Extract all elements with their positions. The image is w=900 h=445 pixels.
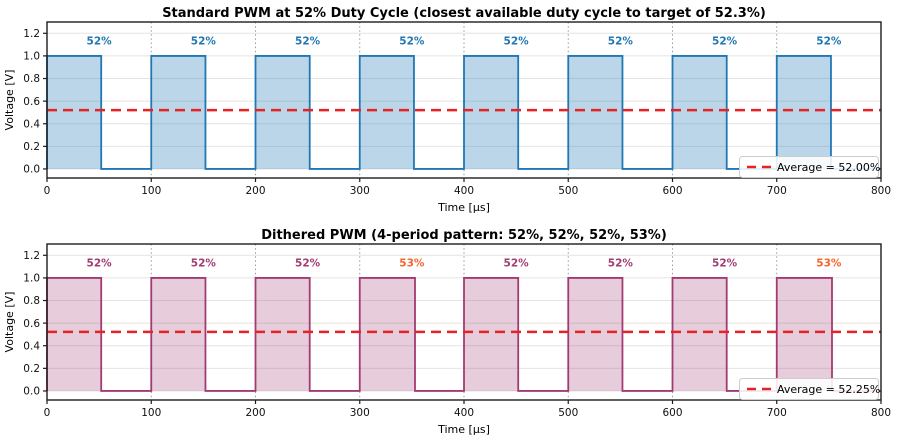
y-tick-label: 0.8 [23, 73, 40, 85]
x-axis-label: Time [µs] [437, 423, 490, 436]
legend-label: Average = 52.25% [777, 383, 880, 396]
duty-cycle-label: 52% [87, 36, 113, 48]
legend-box [739, 156, 879, 178]
dithered-pwm-chart: 52% 52% 52% 53% 52% 52% 52% 53% 0 100 200 300 400 500… [3, 228, 891, 436]
standard-pwm-chart: 52% 52% 52% 52% 52% 52% 52% 52% 0 100 200 300 400 500… [3, 6, 891, 214]
duty-cycle-label: 52% [191, 36, 217, 48]
x-tick-label: 500 [558, 407, 578, 419]
x-tick-label: 200 [245, 185, 265, 197]
x-tick-label: 800 [871, 185, 891, 197]
x-axis-label: Time [µs] [437, 201, 490, 214]
x-tick-label: 500 [558, 185, 578, 197]
y-tick-label: 0.0 [23, 386, 40, 398]
y-tick-label: 0.4 [23, 340, 40, 352]
x-tick-label: 0 [44, 407, 51, 419]
pwm-waveform [46, 277, 881, 392]
duty-cycle-label: 52% [87, 258, 113, 270]
chart-title: Dithered PWM (4-period pattern: 52%, 52%… [261, 228, 667, 243]
duty-cycle-label: 52% [816, 36, 842, 48]
y-tick-label: 0.0 [23, 164, 40, 176]
y-tick-label: 0.4 [23, 118, 40, 130]
duty-cycle-label: 52% [608, 258, 634, 270]
y-tick-label: 0.2 [23, 141, 40, 153]
duty-cycle-label: 52% [399, 36, 425, 48]
duty-cycle-label: 52% [504, 258, 530, 270]
duty-cycle-label: 52% [712, 258, 738, 270]
chart-plot-area: 52% 52% 52% 52% 52% 52% 52% 52% 0 100 200 300 400 500… [23, 21, 891, 197]
duty-cycle-label: 52% [608, 36, 634, 48]
duty-cycle-label: 53% [399, 258, 425, 270]
x-tick-label: 600 [662, 407, 682, 419]
y-axis-label: Voltage [V] [3, 292, 16, 353]
duty-cycle-label: 52% [295, 36, 321, 48]
x-tick-label: 800 [871, 407, 891, 419]
chart-plot-area: 52% 52% 52% 53% 52% 52% 52% 53% 0 100 200 300 400 500… [23, 243, 891, 419]
x-tick-label: 300 [350, 407, 370, 419]
x-tick-label: 400 [454, 185, 474, 197]
y-tick-label: 1.2 [23, 250, 40, 262]
x-tick-label: 400 [454, 407, 474, 419]
duty-cycle-label: 52% [712, 36, 738, 48]
x-tick-label: 600 [662, 185, 682, 197]
legend: Average = 52.25% [739, 378, 880, 400]
chart-title: Standard PWM at 52% Duty Cycle (closest … [162, 6, 766, 21]
x-tick-label: 300 [350, 185, 370, 197]
x-tick-label: 700 [767, 185, 787, 197]
duty-cycle-label: 53% [816, 258, 842, 270]
x-tick-label: 0 [44, 185, 51, 197]
legend-label: Average = 52.00% [777, 161, 880, 174]
y-tick-label: 1.2 [23, 28, 40, 40]
x-tick-label: 200 [245, 407, 265, 419]
x-tick-label: 100 [141, 185, 161, 197]
duty-cycle-label: 52% [191, 258, 217, 270]
y-tick-label: 1.0 [23, 51, 40, 63]
x-tick-label: 100 [141, 407, 161, 419]
y-tick-label: 0.2 [23, 363, 40, 375]
legend: Average = 52.00% [739, 156, 880, 178]
pwm-waveform [46, 55, 881, 170]
duty-cycle-label: 52% [295, 258, 321, 270]
y-tick-label: 0.8 [23, 295, 40, 307]
duty-cycle-label: 52% [504, 36, 530, 48]
y-tick-label: 0.6 [23, 318, 40, 330]
y-tick-label: 0.6 [23, 96, 40, 108]
x-tick-label: 700 [767, 407, 787, 419]
y-axis-label: Voltage [V] [3, 70, 16, 131]
legend-box [739, 378, 879, 400]
y-tick-label: 1.0 [23, 273, 40, 285]
